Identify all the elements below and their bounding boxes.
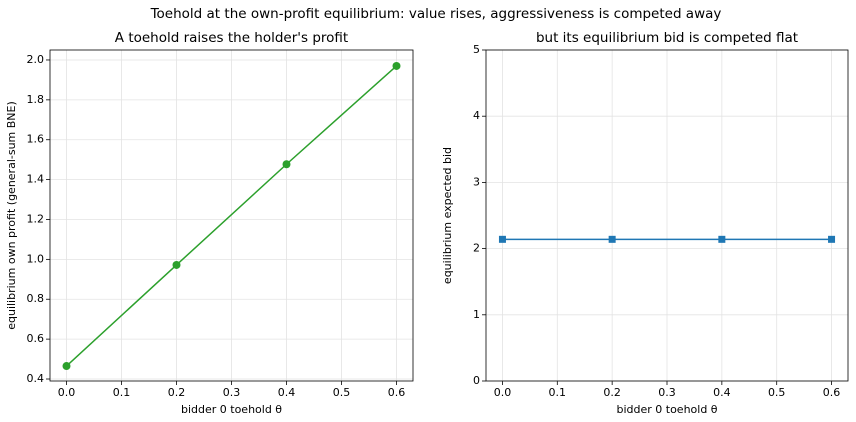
x-tick-label: 0.3 xyxy=(658,386,676,399)
chart-title: A toehold raises the holder's profit xyxy=(115,30,348,46)
x-tick-label: 0.0 xyxy=(494,386,512,399)
y-tick-label: 3 xyxy=(473,175,480,188)
x-tick-label: 0.6 xyxy=(388,386,406,399)
x-tick-label: 0.1 xyxy=(549,386,567,399)
y-tick-label: 2.0 xyxy=(27,53,45,66)
line xyxy=(65,65,397,367)
marker xyxy=(392,61,401,70)
y-axis-label: equilibrium own profit (general-sum BNE) xyxy=(5,101,18,330)
marker xyxy=(62,362,71,371)
y-tick-label: 1.6 xyxy=(27,133,45,146)
marker xyxy=(828,235,836,243)
y-axis-label: equilibrium expected bid xyxy=(441,147,454,284)
x-tick-label: 0.5 xyxy=(333,386,351,399)
y-tick-label: 0.6 xyxy=(27,332,45,345)
x-tick-label: 0.2 xyxy=(168,386,186,399)
marker xyxy=(172,260,181,269)
marker xyxy=(608,235,616,243)
y-tick-label: 4 xyxy=(473,109,480,122)
x-tick-label: 0.3 xyxy=(223,386,241,399)
marker xyxy=(282,160,291,169)
y-tick-label: 1 xyxy=(473,308,480,321)
x-tick-label: 0.4 xyxy=(713,386,731,399)
chart-title: but its equilibrium bid is competed flat xyxy=(536,30,798,46)
x-tick-label: 0.5 xyxy=(768,386,786,399)
marker xyxy=(498,235,506,243)
x-axis-label: bidder 0 toehold θ xyxy=(181,403,282,416)
x-axis-label: bidder 0 toehold θ xyxy=(616,403,717,416)
y-tick-label: 1.4 xyxy=(27,173,45,186)
x-tick-label: 0.1 xyxy=(113,386,131,399)
x-tick-label: 0.0 xyxy=(58,386,76,399)
y-tick-label: 0.4 xyxy=(27,372,45,385)
plot-frame xyxy=(49,49,414,382)
x-tick-label: 0.6 xyxy=(823,386,841,399)
y-tick-label: 0 xyxy=(473,374,480,387)
y-tick-label: 1.8 xyxy=(27,93,45,106)
y-tick-label: 1.2 xyxy=(27,212,45,225)
y-tick-label: 2 xyxy=(473,242,480,255)
y-tick-label: 5 xyxy=(473,43,480,56)
plot-frame xyxy=(485,49,849,382)
y-tick-label: 0.8 xyxy=(27,292,45,305)
marker xyxy=(718,235,726,243)
x-tick-label: 0.2 xyxy=(603,386,621,399)
figure-title: Toehold at the own-profit equilibrium: v… xyxy=(150,6,722,22)
y-tick-label: 1.0 xyxy=(27,252,45,265)
x-tick-label: 0.4 xyxy=(278,386,296,399)
